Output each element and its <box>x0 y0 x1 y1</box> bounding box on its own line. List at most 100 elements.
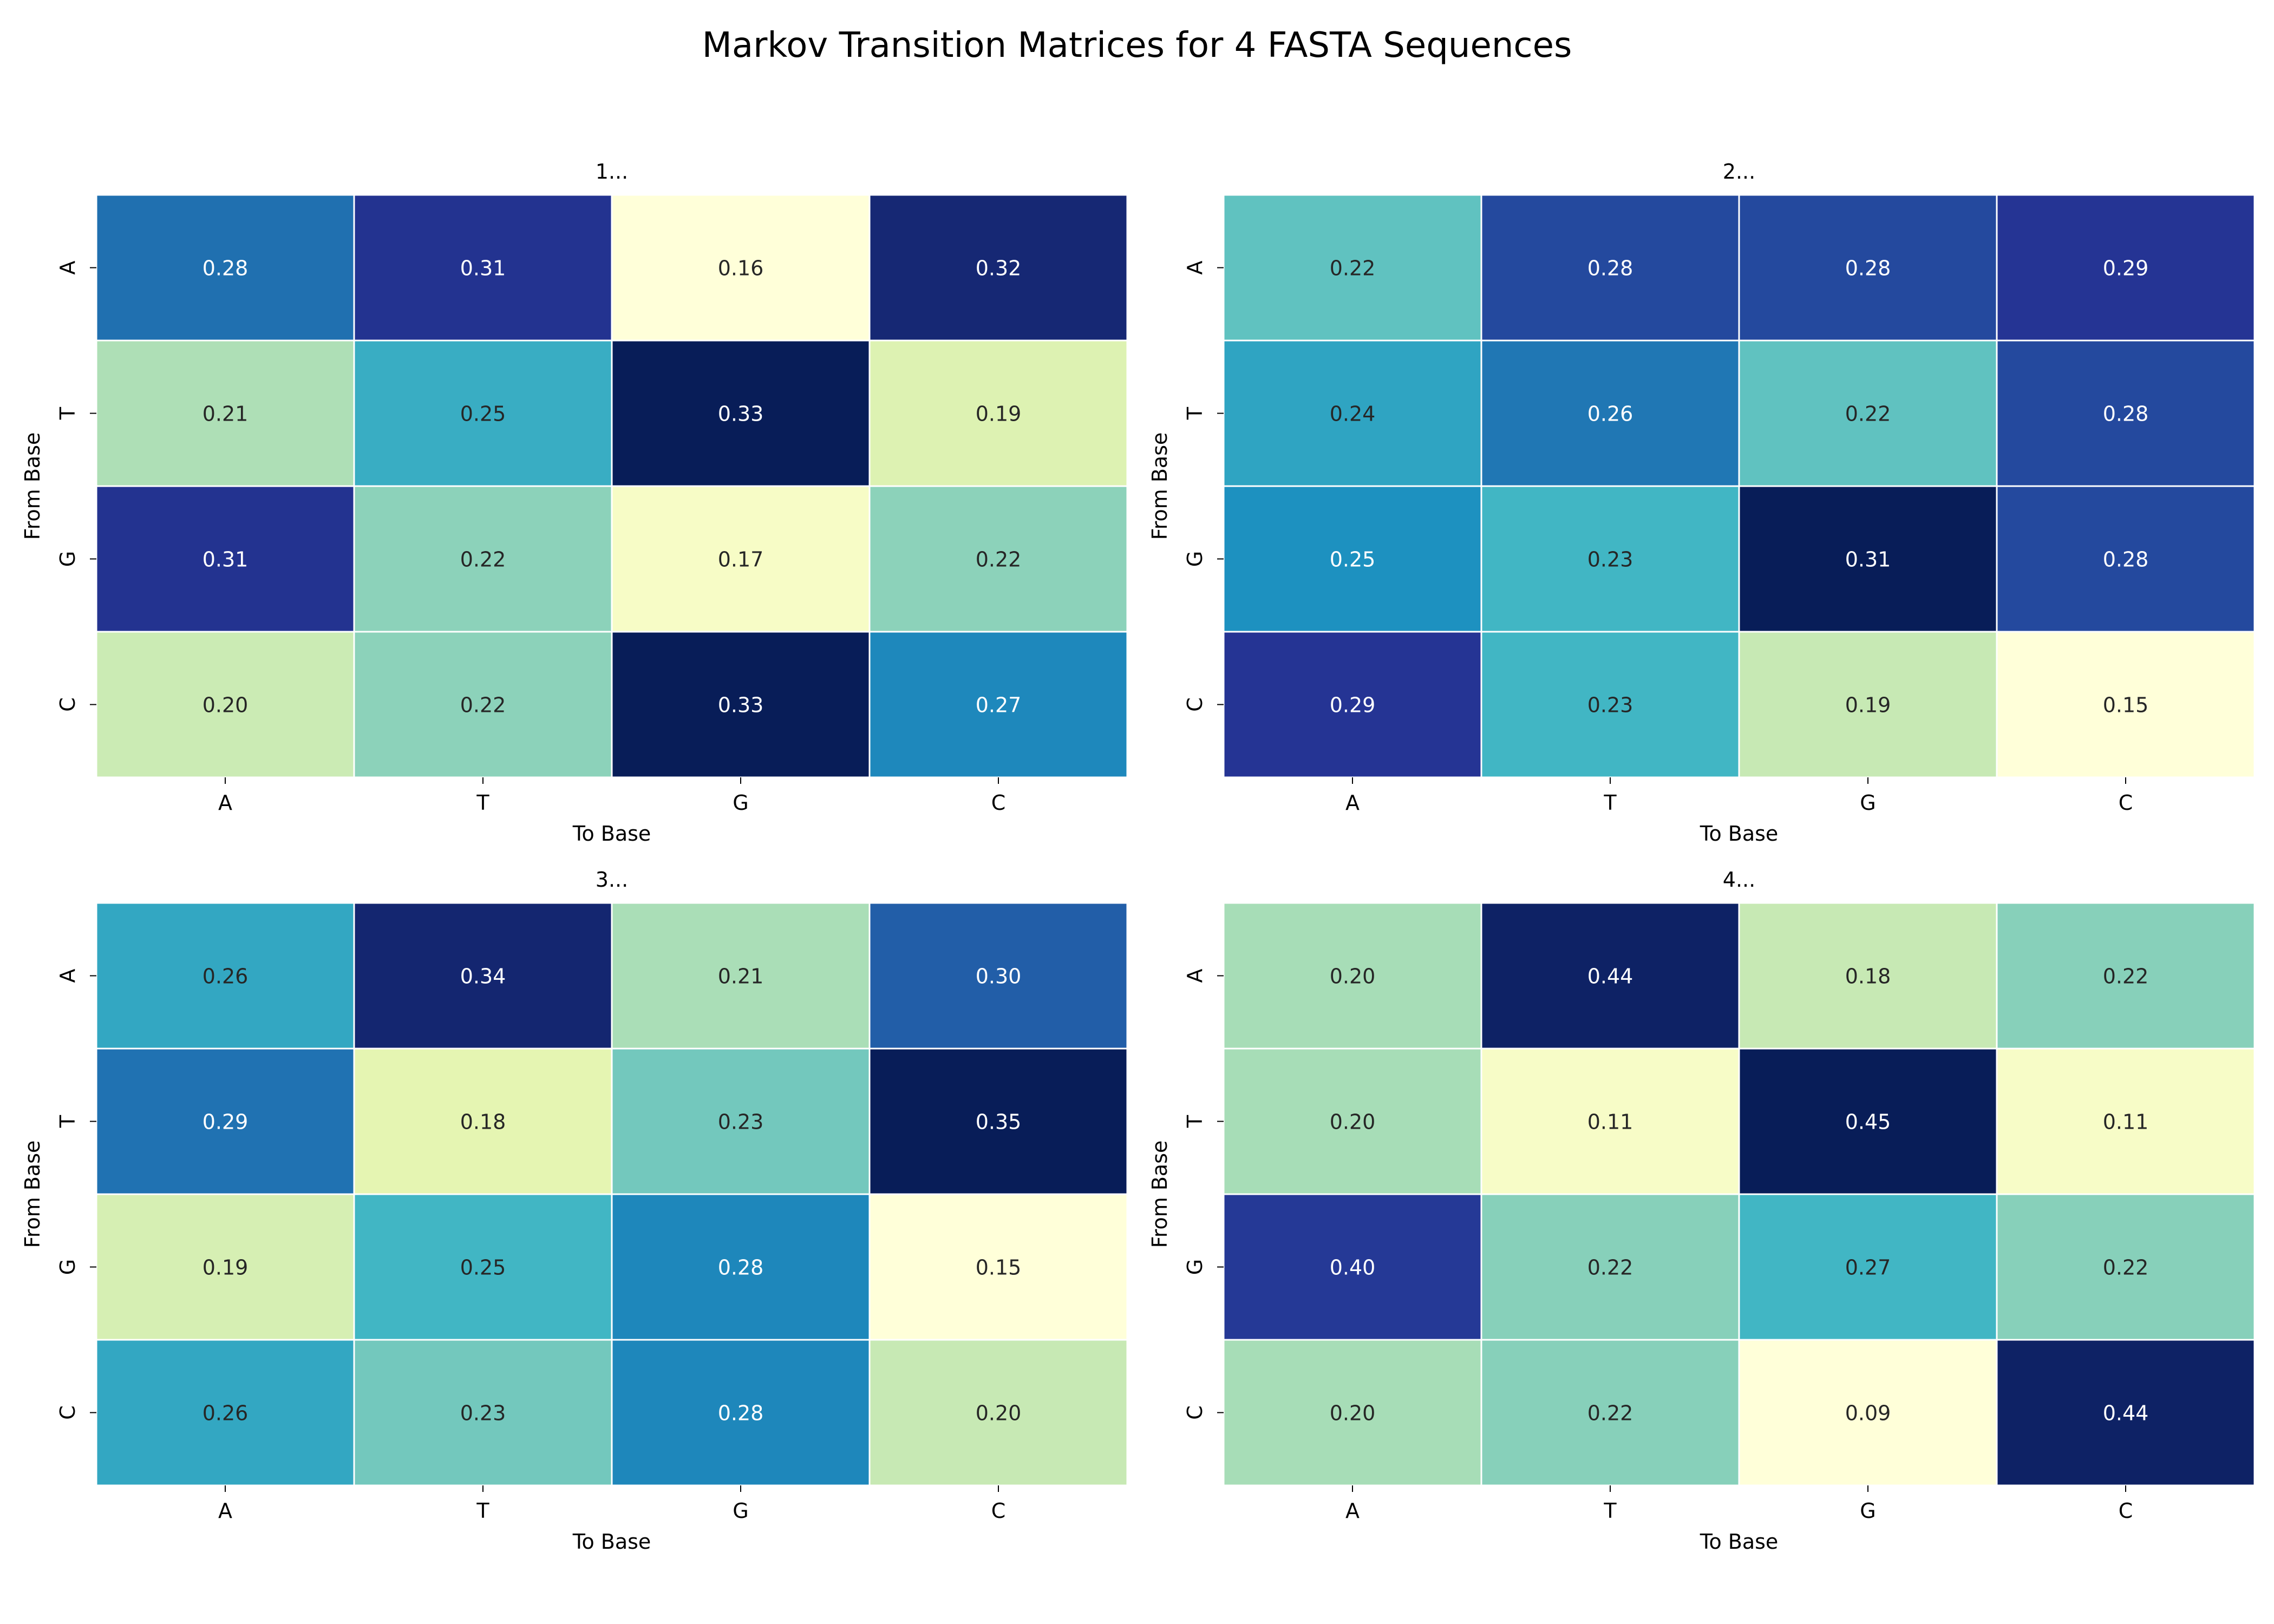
x-axis-label: To Base <box>572 1530 651 1554</box>
cell-value-label: 0.19 <box>1845 693 1891 717</box>
cell-value-label: 0.34 <box>460 965 506 988</box>
cell-value-label: 0.28 <box>2103 548 2149 572</box>
heatmap-cell <box>1738 339 1998 487</box>
x-tick-label: A <box>1345 791 1360 815</box>
cell-value-label: 0.24 <box>1330 402 1376 426</box>
heatmap-cell <box>95 631 355 778</box>
x-axis-label: To Base <box>1700 1530 1779 1554</box>
x-tick-label: T <box>476 791 489 815</box>
y-tick-label: C <box>1183 697 1207 712</box>
heatmap-cell <box>1996 194 2256 342</box>
heatmap-cell <box>1738 1047 1998 1195</box>
x-tick-label: G <box>1860 1499 1876 1523</box>
heatmap-cell <box>868 194 1128 342</box>
y-tick-label: A <box>1183 969 1207 983</box>
heatmap-panel-2: 2... 0.22 0.28 0.28 0.29 0.24 0.26 0.22 0.28 0.25… <box>1148 160 2256 846</box>
x-tick-label: T <box>1603 791 1617 815</box>
cell-value-label: 0.23 <box>1587 548 1633 572</box>
cell-value-label: 0.31 <box>202 548 249 572</box>
cell-value-label: 0.28 <box>1845 257 1891 280</box>
y-axis-label: From Base <box>21 433 44 540</box>
cell-value-label: 0.09 <box>1845 1402 1891 1425</box>
heatmap-panel-1: 1... 0.28 0.31 0.16 0.32 0.21 0.25 0.33 0.19 0.31… <box>21 160 1128 846</box>
y-tick-label: T <box>1183 407 1207 420</box>
cell-value-label: 0.22 <box>976 548 1022 572</box>
cell-value-label: 0.23 <box>718 1110 764 1134</box>
heatmap-cell <box>353 1193 613 1341</box>
x-tick-label: G <box>733 1499 748 1523</box>
x-tick-label: A <box>218 791 232 815</box>
cell-value-label: 0.26 <box>202 965 249 988</box>
heatmap-cell <box>353 902 613 1050</box>
heatmap-panel-4: 4... 0.20 0.44 0.18 0.22 0.20 0.11 0.45 0.11 0.40… <box>1148 868 2256 1554</box>
cell-value-label: 0.23 <box>1587 693 1633 717</box>
x-tick-label: T <box>1603 1499 1617 1523</box>
cell-value-label: 0.22 <box>460 548 506 572</box>
cell-value-label: 0.11 <box>1587 1110 1633 1134</box>
cell-value-label: 0.45 <box>1845 1110 1891 1134</box>
heatmap-cell <box>1996 1193 2256 1341</box>
cell-value-label: 0.18 <box>1845 965 1891 988</box>
cell-value-label: 0.21 <box>718 965 764 988</box>
heatmap-cell <box>1996 339 2256 487</box>
heatmap-cell <box>611 339 871 487</box>
x-tick-label: G <box>1860 791 1876 815</box>
cell-value-label: 0.25 <box>460 1256 506 1280</box>
cell-value-label: 0.22 <box>2103 1256 2149 1280</box>
panel-title: 2... <box>1723 160 1755 184</box>
cell-value-label: 0.11 <box>2103 1110 2149 1134</box>
cell-value-label: 0.32 <box>976 257 1022 280</box>
heatmap-cell <box>1480 902 1740 1050</box>
heatmap-cell <box>1223 902 1482 1050</box>
cell-value-label: 0.16 <box>718 257 764 280</box>
cell-value-label: 0.28 <box>718 1402 764 1425</box>
cell-value-label: 0.22 <box>1587 1256 1633 1280</box>
heatmap-cell <box>868 1193 1128 1341</box>
heatmap-cell <box>1738 631 1998 778</box>
cell-value-label: 0.23 <box>460 1402 506 1425</box>
x-tick-label: C <box>991 1499 1006 1523</box>
heatmap-cell <box>353 1047 613 1195</box>
y-tick-label: G <box>56 551 80 567</box>
heatmap-cell <box>1223 339 1482 487</box>
cell-value-label: 0.28 <box>718 1256 764 1280</box>
y-tick-label: A <box>56 261 80 275</box>
cell-value-label: 0.33 <box>718 402 764 426</box>
heatmap-cell <box>1480 485 1740 633</box>
cell-value-label: 0.20 <box>1330 1402 1376 1425</box>
y-tick-label: G <box>1183 551 1207 567</box>
x-tick-label: A <box>218 1499 232 1523</box>
heatmap-cell <box>868 485 1128 633</box>
heatmap-cell <box>353 631 613 778</box>
heatmap-cell <box>611 1339 871 1487</box>
cell-value-label: 0.21 <box>202 402 249 426</box>
cell-value-label: 0.25 <box>1330 548 1376 572</box>
heatmap-cell <box>611 631 871 778</box>
cell-value-label: 0.33 <box>718 693 764 717</box>
heatmap-cell <box>1480 339 1740 487</box>
heatmap-cell <box>1223 1047 1482 1195</box>
heatmap-cell <box>1223 1193 1482 1341</box>
figure-title: Markov Transition Matrices for 4 FASTA S… <box>702 25 1572 66</box>
heatmap-cell <box>1480 1193 1740 1341</box>
cell-value-label: 0.28 <box>1587 257 1633 280</box>
x-tick-label: T <box>476 1499 489 1523</box>
heatmap-cell <box>95 1193 355 1341</box>
heatmap-cell <box>353 1339 613 1487</box>
heatmap-cell <box>1996 902 2256 1050</box>
heatmap-cell <box>1996 1047 2256 1195</box>
heatmap-cell <box>868 902 1128 1050</box>
heatmap-cell <box>1480 1339 1740 1487</box>
heatmap-cell <box>95 902 355 1050</box>
x-tick-label: G <box>733 791 748 815</box>
cell-value-label: 0.20 <box>202 693 249 717</box>
heatmap-cell <box>868 1047 1128 1195</box>
cell-value-label: 0.22 <box>1845 402 1891 426</box>
y-tick-label: T <box>56 1115 80 1128</box>
cell-value-label: 0.22 <box>460 693 506 717</box>
heatmap-cell <box>1480 631 1740 778</box>
y-tick-label: G <box>1183 1259 1207 1275</box>
y-tick-label: G <box>56 1259 80 1275</box>
cell-value-label: 0.20 <box>976 1402 1022 1425</box>
